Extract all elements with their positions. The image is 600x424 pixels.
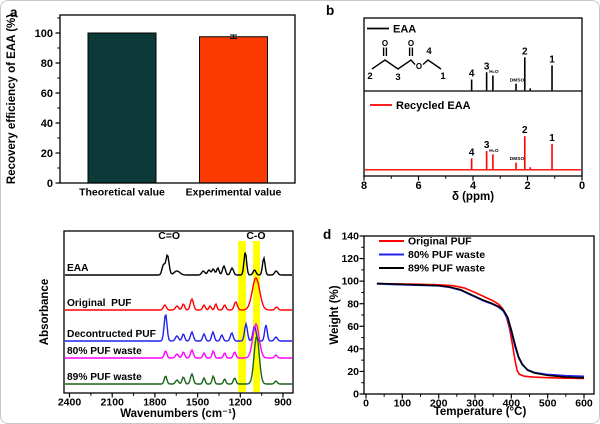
molecule-number: 3 (395, 72, 400, 83)
x-tick-label: 600 (575, 398, 593, 410)
annotation-1: C-O (246, 230, 265, 242)
tga-curve-1 (376, 283, 585, 378)
panel-c: c Absorbance Wavenumbers (cm⁻¹) EAAOrigi… (1, 213, 311, 423)
y-tick-label: 120 (341, 253, 359, 265)
tga-curve-0 (376, 282, 585, 380)
x-tick-label: 200 (430, 398, 448, 410)
x-tick-label: 0 (363, 398, 369, 410)
x-tick-label: 0 (579, 180, 585, 192)
y-tick-label: 40 (41, 118, 53, 130)
annotation-0: C=O (158, 230, 180, 242)
peak-label-small: DMSO (510, 77, 525, 83)
panel-d: d Weight (%) Temperature (°C) 0 100 200 300… (301, 213, 599, 423)
bar-category-label: Theoretical value (79, 187, 165, 199)
molecule-number: 2 (367, 71, 372, 82)
x-tick-label: 2400 (58, 397, 82, 409)
bar-chart-recovery-efficiency: 0 20 40 60 80 100 Theoretical value Experimenta… (35, 14, 296, 199)
x-axis-label-c: Wavenumbers (cm⁻¹) (120, 408, 236, 420)
bar-0 (87, 32, 157, 184)
trace-label-2: Decontructed PUF (67, 329, 156, 340)
y-tick-label: 80 (347, 298, 359, 310)
x-tick-label: 4 (470, 180, 477, 192)
trace-label-4: 89% PUF waste (67, 372, 142, 383)
trace-label-0: EAA (67, 263, 89, 274)
y-tick-label: 40 (347, 343, 359, 355)
x-tick-label: 500 (539, 398, 557, 410)
x-tick-label: 6 (415, 180, 421, 192)
x-tick-label: 900 (274, 397, 292, 409)
highlight-band-0 (238, 241, 246, 392)
ftir-trace-4 (65, 334, 292, 385)
x-tick-label: 8 (361, 180, 367, 192)
peak-label: 2 (522, 125, 528, 136)
y-tick-label: 100 (35, 28, 53, 40)
bar-category-label: Experimental value (186, 187, 282, 199)
y-tick-label: 60 (347, 321, 359, 333)
peak-label: 2 (522, 46, 528, 57)
tga-curve-2 (376, 282, 585, 379)
x-tick-label: 2 (524, 180, 530, 192)
plot-box (59, 14, 296, 184)
molecule-atom-O: O (408, 39, 414, 48)
x-tick-label: 2100 (101, 397, 125, 409)
y-tick-label: 0 (47, 178, 53, 190)
highlight-band-1 (253, 241, 260, 392)
x-tick-label: 1800 (143, 397, 167, 409)
molecule-atom-O: O (382, 39, 388, 48)
legend-label-recycled-eaa: Recycled EAA (396, 100, 471, 112)
molecule-number: 4 (426, 46, 432, 57)
panel-letter-b: b (326, 3, 335, 18)
ftir-trace-3 (65, 322, 292, 359)
y-tick-label: 100 (341, 276, 359, 288)
y-tick-label: 0 (353, 389, 359, 401)
ftir-trace-1 (65, 276, 292, 311)
legend-label-1: 80% PUF waste (408, 249, 485, 261)
curves-group (376, 282, 585, 380)
peak-label: 3 (484, 140, 490, 151)
peak-label: 3 (484, 61, 490, 72)
peak-label: 4 (469, 147, 475, 158)
peak-label: 1 (549, 133, 555, 144)
trace-label-3: 80% PUF waste (67, 346, 142, 357)
panel-b: b δ (ppm) 8 6 4 2 0 EAA Recycled EAA O O O 2 3 4 1 4 3 H… (301, 1, 599, 213)
panel-a: a Recovery efficiency of EAA (%) 0 20 40 60… (1, 1, 311, 213)
molecule-number: 1 (440, 71, 446, 82)
molecule-atom-O: O (416, 62, 422, 71)
y-tick-label: 20 (347, 366, 359, 378)
x-axis-label-d: Temperature (°C) (433, 406, 527, 418)
legend-label-2: 89% PUF waste (408, 263, 485, 275)
ftir-trace-0 (65, 252, 292, 276)
molecule-skeleton (371, 59, 442, 70)
x-tick-label: 100 (394, 398, 412, 410)
x-tick-label: 400 (503, 398, 521, 410)
legend-label-0: Original PUF (408, 236, 472, 248)
x-axis-label-b: δ (ppm) (451, 191, 495, 203)
plot-box (363, 235, 595, 395)
peak-label-small: H₂O (489, 69, 499, 75)
y-tick-label: 60 (41, 88, 53, 100)
y-tick-label: 140 (341, 231, 359, 243)
peak-label: 4 (469, 69, 475, 80)
peak-label-small: H₂O (489, 148, 499, 154)
tga-plot: 0 100 200 300 400 500 600 0 20 40 60 80 100 120 140 Ori… (341, 231, 595, 410)
y-tick-label: 80 (41, 58, 53, 70)
ftir-spectra-plot: EAA Original PUF Decontructed PUF 80% PUF w… (58, 230, 294, 409)
peak-label-small: DMSO (510, 156, 525, 162)
y-tick-label: 20 (41, 148, 53, 160)
x-tick-label: 1500 (186, 397, 210, 409)
x-tick-label: 1200 (229, 397, 253, 409)
legend-label-eaa: EAA (393, 24, 416, 36)
traces-group (65, 252, 292, 385)
panel-letter-a: a (10, 5, 18, 20)
trace-label-1: Original PUF (67, 298, 132, 309)
x-tick-label: 300 (466, 398, 484, 410)
bar-1 (199, 36, 268, 184)
plot-box (63, 230, 294, 394)
panel-letter-d: d (323, 227, 332, 242)
peak-label: 1 (549, 54, 555, 65)
